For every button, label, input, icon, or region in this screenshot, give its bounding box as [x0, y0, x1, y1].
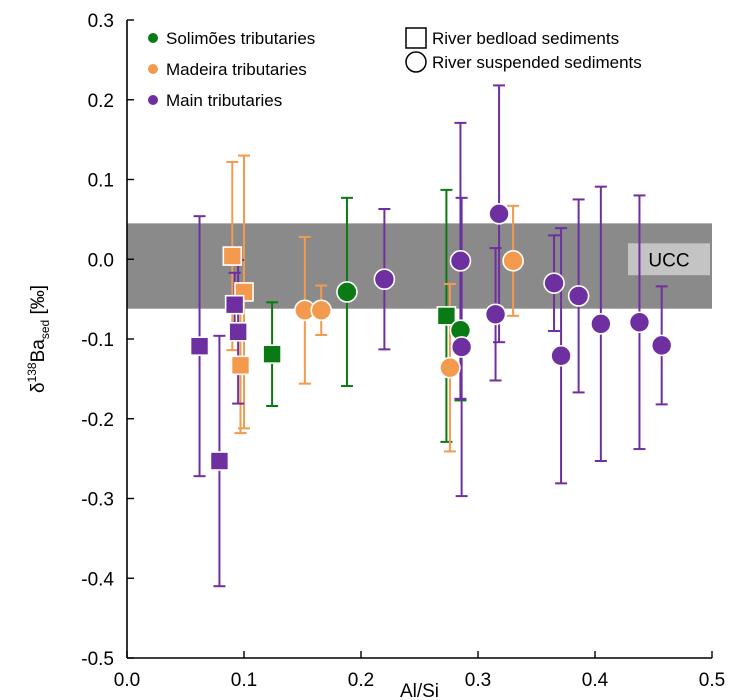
data-point-square: [224, 294, 245, 315]
legend-marker: [148, 95, 158, 105]
x-axis-title: Al/Si: [400, 681, 439, 700]
data-point-square: [262, 344, 282, 364]
x-tick-label: 0.4: [582, 670, 609, 691]
error-bars: [193, 84, 668, 588]
ucc-band-layer: UCC: [127, 223, 712, 309]
data-point-circle: [450, 336, 473, 358]
legend-square-icon: [405, 27, 427, 49]
data-point-circle: [336, 281, 358, 303]
data-point-circle: [484, 303, 507, 326]
ucc-label: UCC: [648, 250, 689, 271]
legend-label: Main tributaries: [166, 91, 282, 110]
data-point-square: [436, 306, 457, 326]
x-tick-label: 0.1: [231, 670, 257, 691]
y-tick-label: -0.4: [81, 569, 114, 590]
data-point-circle: [543, 272, 565, 294]
y-tick-label: -0.5: [81, 649, 114, 670]
data-point-square: [230, 355, 251, 376]
ucc-band: [127, 223, 712, 309]
legend: Solimões tributaries Madeira tributaries M…: [148, 27, 642, 110]
legend-label: Solimões tributaries: [166, 29, 315, 48]
data-point-circle: [449, 250, 472, 272]
data-point-circle: [439, 356, 461, 379]
x-tick-label: 0.2: [348, 670, 374, 691]
y-tick-label: -0.2: [81, 410, 114, 431]
data-point-square: [222, 246, 243, 266]
x-tick-label: 0.0: [114, 670, 140, 691]
data-point-square: [189, 336, 210, 356]
y-tick-label: 0.1: [88, 171, 114, 192]
y-axis-title: δ138Based [‰]: [25, 285, 52, 393]
ucc-label-box: [628, 243, 710, 276]
data-point-circle: [373, 268, 396, 290]
y-tick-label: -0.1: [81, 330, 114, 351]
data-point-circle: [310, 299, 333, 322]
data-point-circle: [567, 285, 590, 307]
data-points: [189, 202, 673, 471]
y-tick-label: 0.2: [88, 91, 114, 112]
data-point-circle: [550, 344, 572, 367]
y-tick-label: 0.0: [88, 250, 114, 271]
y-tick-label: -0.3: [81, 490, 114, 511]
x-tick-label: 0.5: [699, 670, 725, 691]
data-point-square: [228, 322, 248, 342]
data-point-circle: [650, 334, 673, 357]
data-point-circle: [502, 250, 524, 272]
x-tick-label: 0.3: [465, 670, 491, 691]
data-point-circle: [590, 313, 612, 335]
legend-marker-label: River bedload sediments: [432, 29, 619, 48]
legend-label: Madeira tributaries: [166, 60, 307, 79]
legend-marker: [148, 64, 158, 74]
legend-marker: [148, 33, 158, 43]
data-point-square: [209, 451, 230, 471]
legend-marker-label: River suspended sediments: [432, 53, 642, 72]
legend-circle-icon: [405, 51, 427, 73]
data-point-circle: [628, 311, 651, 334]
data-point-circle: [488, 202, 510, 225]
axes: 0.30.20.10.0-0.1-0.2-0.3-0.4-0.50.0 0.1 0.…: [25, 11, 725, 700]
y-tick-label: 0.3: [88, 11, 114, 32]
